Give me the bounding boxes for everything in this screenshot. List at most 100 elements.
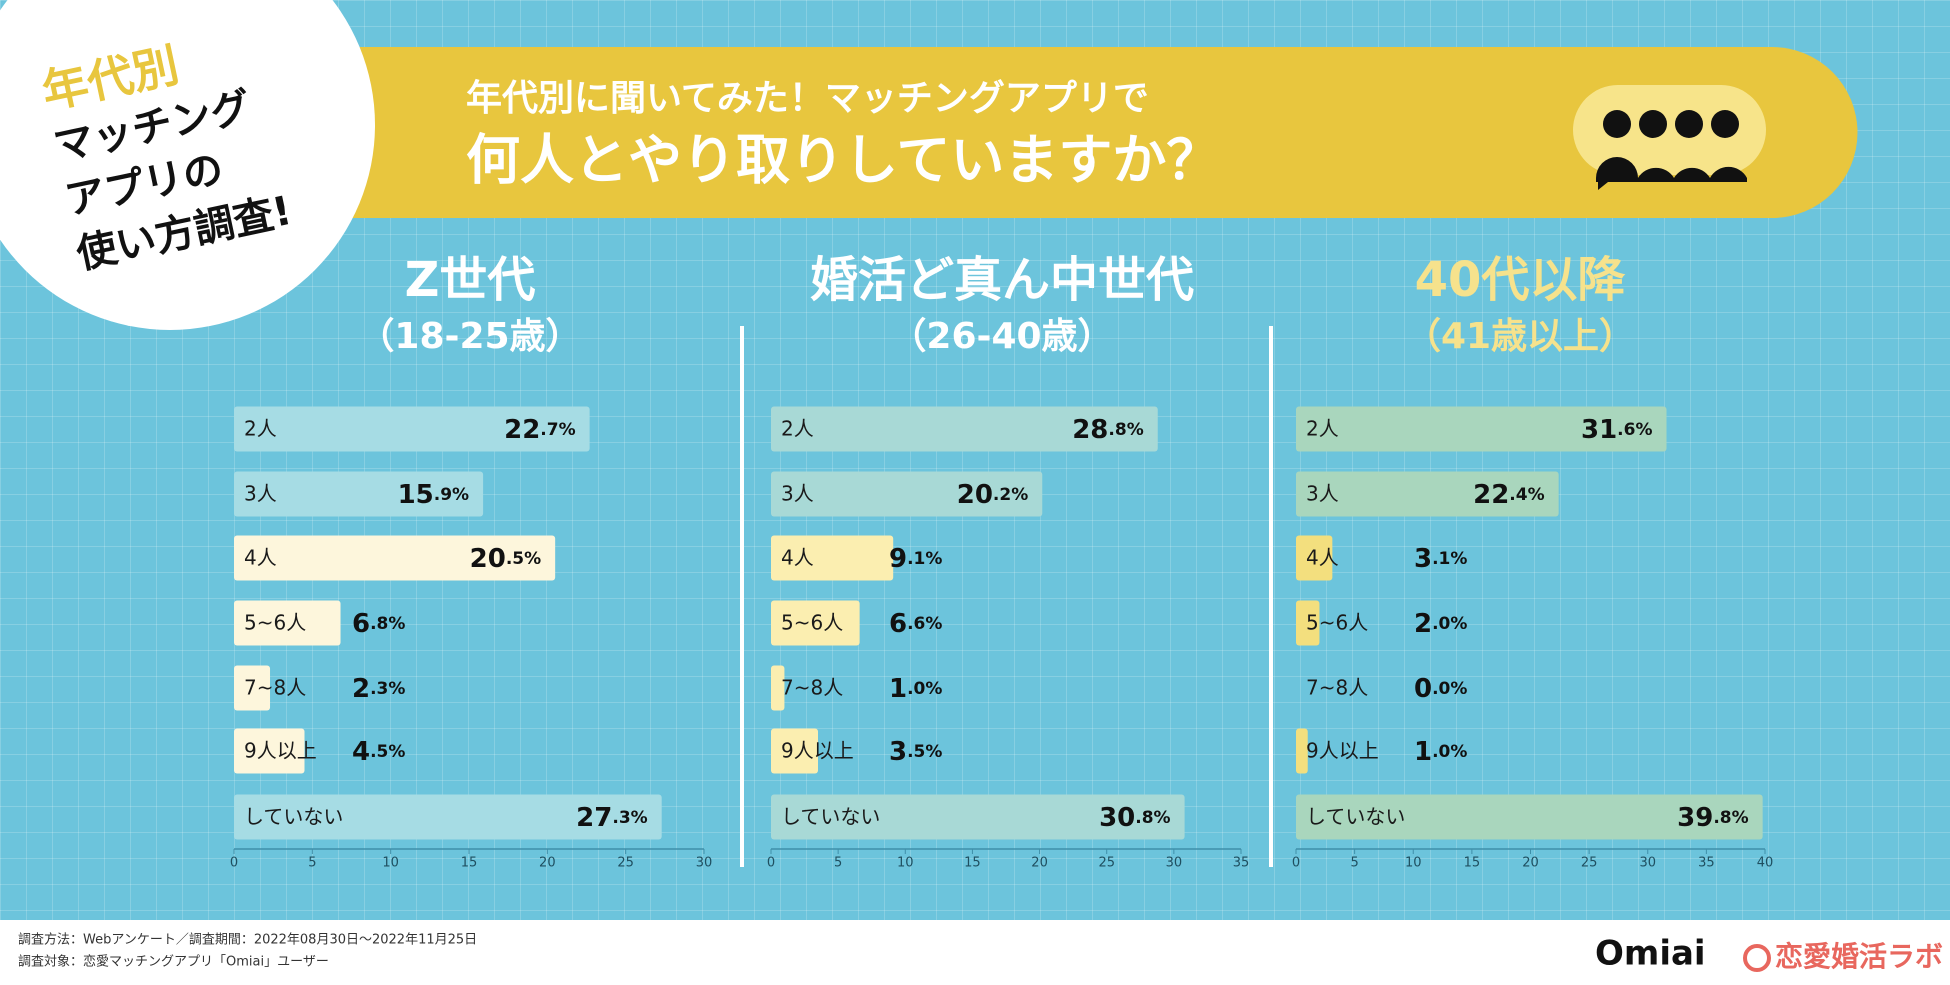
x-tick-label: 0 bbox=[1292, 856, 1300, 871]
x-tick-label: 15 bbox=[1464, 856, 1481, 871]
category-label: 2人 bbox=[1306, 417, 1339, 441]
value-label: 0.0% bbox=[1414, 674, 1467, 704]
chart-subtitle: （26-40歳） bbox=[890, 316, 1113, 357]
x-tick-label: 40 bbox=[1757, 856, 1774, 871]
value-label: 15.9% bbox=[398, 480, 470, 510]
value-label: 1.0% bbox=[889, 674, 942, 704]
category-label: 2人 bbox=[244, 417, 277, 441]
x-tick-label: 30 bbox=[1166, 856, 1183, 871]
x-tick-label: 35 bbox=[1233, 856, 1250, 871]
value-label: 20.5% bbox=[470, 544, 542, 574]
value-label: 22.7% bbox=[504, 415, 576, 445]
value-label: 2.0% bbox=[1414, 609, 1467, 639]
x-tick-label: 10 bbox=[1405, 856, 1422, 871]
x-tick-label: 15 bbox=[461, 856, 478, 871]
bar bbox=[234, 535, 556, 581]
chart-title: Z世代 bbox=[405, 252, 536, 308]
value-label: 31.6% bbox=[1581, 415, 1653, 445]
category-label: 7~8人 bbox=[1306, 676, 1368, 700]
bar bbox=[234, 728, 305, 774]
category-label: していない bbox=[1306, 805, 1405, 829]
x-tick-label: 20 bbox=[539, 856, 556, 871]
x-tick-label: 25 bbox=[617, 856, 634, 871]
value-label: 6.6% bbox=[889, 609, 942, 639]
bar bbox=[1296, 728, 1308, 774]
footer-target: 調査対象：恋愛マッチングアプリ「Omiai」ユーザー bbox=[18, 954, 329, 970]
brand-logo: Omiai bbox=[1595, 934, 1706, 974]
x-tick-label: 0 bbox=[230, 856, 238, 871]
category-label: 7~8人 bbox=[781, 676, 843, 700]
value-label: 6.8% bbox=[352, 609, 405, 639]
value-label: 2.3% bbox=[352, 674, 405, 704]
icon-pill bbox=[1573, 85, 1766, 175]
x-tick-label: 25 bbox=[1098, 856, 1115, 871]
category-label: 9人以上 bbox=[1306, 739, 1379, 763]
category-label: 7~8人 bbox=[244, 676, 306, 700]
bar bbox=[234, 600, 341, 646]
bar bbox=[771, 535, 894, 581]
category-label: 9人以上 bbox=[244, 739, 317, 763]
category-label: 3人 bbox=[781, 482, 814, 506]
category-label: していない bbox=[781, 805, 880, 829]
lab-logo-mark bbox=[1743, 944, 1771, 972]
lab-logo: 恋愛婚活ラボ bbox=[1775, 940, 1943, 973]
bar bbox=[234, 794, 662, 840]
x-tick-label: 5 bbox=[834, 856, 842, 871]
header-title: 何人とやり取りしていますか？ bbox=[466, 129, 1220, 192]
x-tick-label: 10 bbox=[382, 856, 399, 871]
category-label: 5~6人 bbox=[244, 611, 306, 635]
value-label: 3.1% bbox=[1414, 544, 1467, 574]
x-tick-label: 20 bbox=[1031, 856, 1048, 871]
x-tick-label: 5 bbox=[308, 856, 316, 871]
x-tick-label: 25 bbox=[1581, 856, 1598, 871]
footer-method: 調査方法：Webアンケート／調査期間：2022年08月30日～2022年11月2… bbox=[18, 932, 477, 948]
category-label: していない bbox=[244, 805, 343, 829]
category-label: 5~6人 bbox=[781, 611, 843, 635]
bar bbox=[1296, 406, 1667, 452]
value-label: 4.5% bbox=[352, 737, 405, 767]
bar bbox=[771, 794, 1185, 840]
value-label: 9.1% bbox=[889, 544, 942, 574]
value-label: 27.3% bbox=[576, 803, 648, 833]
bar bbox=[1296, 471, 1559, 517]
category-label: 4人 bbox=[1306, 546, 1339, 570]
category-label: 5~6人 bbox=[1306, 611, 1368, 635]
x-tick-label: 20 bbox=[1522, 856, 1539, 871]
x-tick-label: 5 bbox=[1350, 856, 1358, 871]
bar bbox=[771, 406, 1158, 452]
value-label: 20.2% bbox=[957, 480, 1029, 510]
bar bbox=[1296, 794, 1763, 840]
x-tick-label: 15 bbox=[964, 856, 981, 871]
value-label: 3.5% bbox=[889, 737, 942, 767]
category-label: 9人以上 bbox=[781, 739, 854, 763]
value-label: 28.8% bbox=[1072, 415, 1144, 445]
bar bbox=[234, 665, 271, 711]
bar bbox=[771, 665, 785, 711]
value-label: 39.8% bbox=[1677, 803, 1749, 833]
bar bbox=[771, 471, 1043, 517]
value-label: 22.4% bbox=[1473, 480, 1545, 510]
x-tick-label: 30 bbox=[1639, 856, 1656, 871]
bar bbox=[771, 728, 818, 774]
people-icon bbox=[1596, 110, 1747, 190]
bar bbox=[234, 406, 590, 452]
value-label: 30.8% bbox=[1099, 803, 1171, 833]
badge-circle bbox=[0, 0, 375, 330]
category-label: 3人 bbox=[244, 482, 277, 506]
value-label: 1.0% bbox=[1414, 737, 1467, 767]
chart-title: 40代以降 bbox=[1415, 252, 1627, 308]
footer-band bbox=[0, 920, 1950, 985]
bar bbox=[234, 471, 484, 517]
header-band bbox=[336, 47, 1858, 218]
chart-title: 婚活ど真ん中世代 bbox=[810, 252, 1194, 308]
bar bbox=[771, 600, 860, 646]
category-label: 2人 bbox=[781, 417, 814, 441]
header-kicker: 年代別に聞いてみた！マッチングアプリで bbox=[466, 78, 1149, 119]
x-tick-label: 0 bbox=[767, 856, 775, 871]
chart-subtitle: （18-25歳） bbox=[358, 316, 581, 357]
chart-subtitle: （41歳以上） bbox=[1405, 316, 1635, 357]
bar bbox=[1296, 535, 1333, 581]
category-label: 4人 bbox=[781, 546, 814, 570]
